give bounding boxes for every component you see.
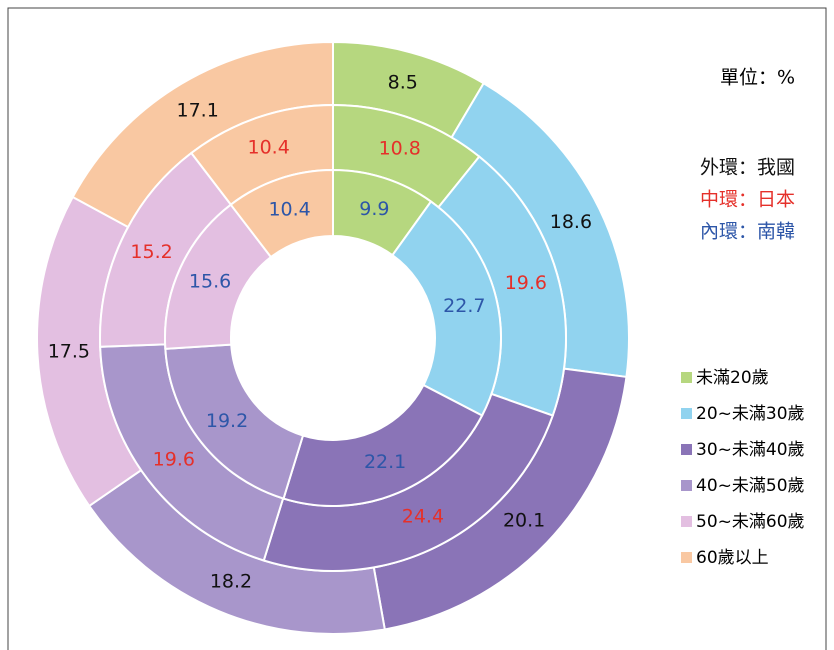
data-label: 18.6 [550,211,592,233]
data-label: 9.9 [359,198,389,220]
unit-label: 單位：% [720,67,795,89]
data-label: 22.7 [443,295,485,317]
data-label: 15.6 [189,271,231,293]
donut-segment [282,383,484,507]
data-label: 10.8 [379,137,421,159]
data-label: 19.2 [206,410,248,432]
legend-label: 30~未滿40歲 [696,440,805,460]
ring-legend: 外環：我國 [700,157,795,179]
data-label: 17.1 [176,99,218,121]
data-label: 8.5 [388,71,418,93]
donut-segment [229,168,334,259]
ring-legend: 中環：日本 [700,189,795,211]
data-label: 10.4 [268,199,310,221]
donut-segment [391,200,502,417]
data-label: 19.6 [153,448,195,470]
data-label: 15.2 [130,241,172,263]
legend-label: 40~未滿50歲 [696,476,805,496]
legend-label: 60歲以上 [696,548,769,568]
legend-label: 20~未滿30歲 [696,404,805,424]
data-label: 19.6 [505,272,547,294]
legend-swatch [681,480,692,491]
data-label: 18.2 [210,571,252,593]
data-label: 17.5 [48,341,90,363]
data-label: 22.1 [364,451,406,473]
frame [7,7,827,650]
ring-legend: 內環：南韓 [700,221,795,243]
legend-swatch [681,372,692,383]
data-label: 24.4 [402,506,444,528]
legend-swatch [681,516,692,527]
data-label: 10.4 [247,137,289,159]
data-label: 20.1 [503,509,545,531]
legend-swatch [681,552,692,563]
legend-swatch [681,444,692,455]
legend-swatch [681,408,692,419]
legend-label: 50~未滿60歲 [696,512,805,532]
legend-label: 未滿20歲 [696,368,769,388]
